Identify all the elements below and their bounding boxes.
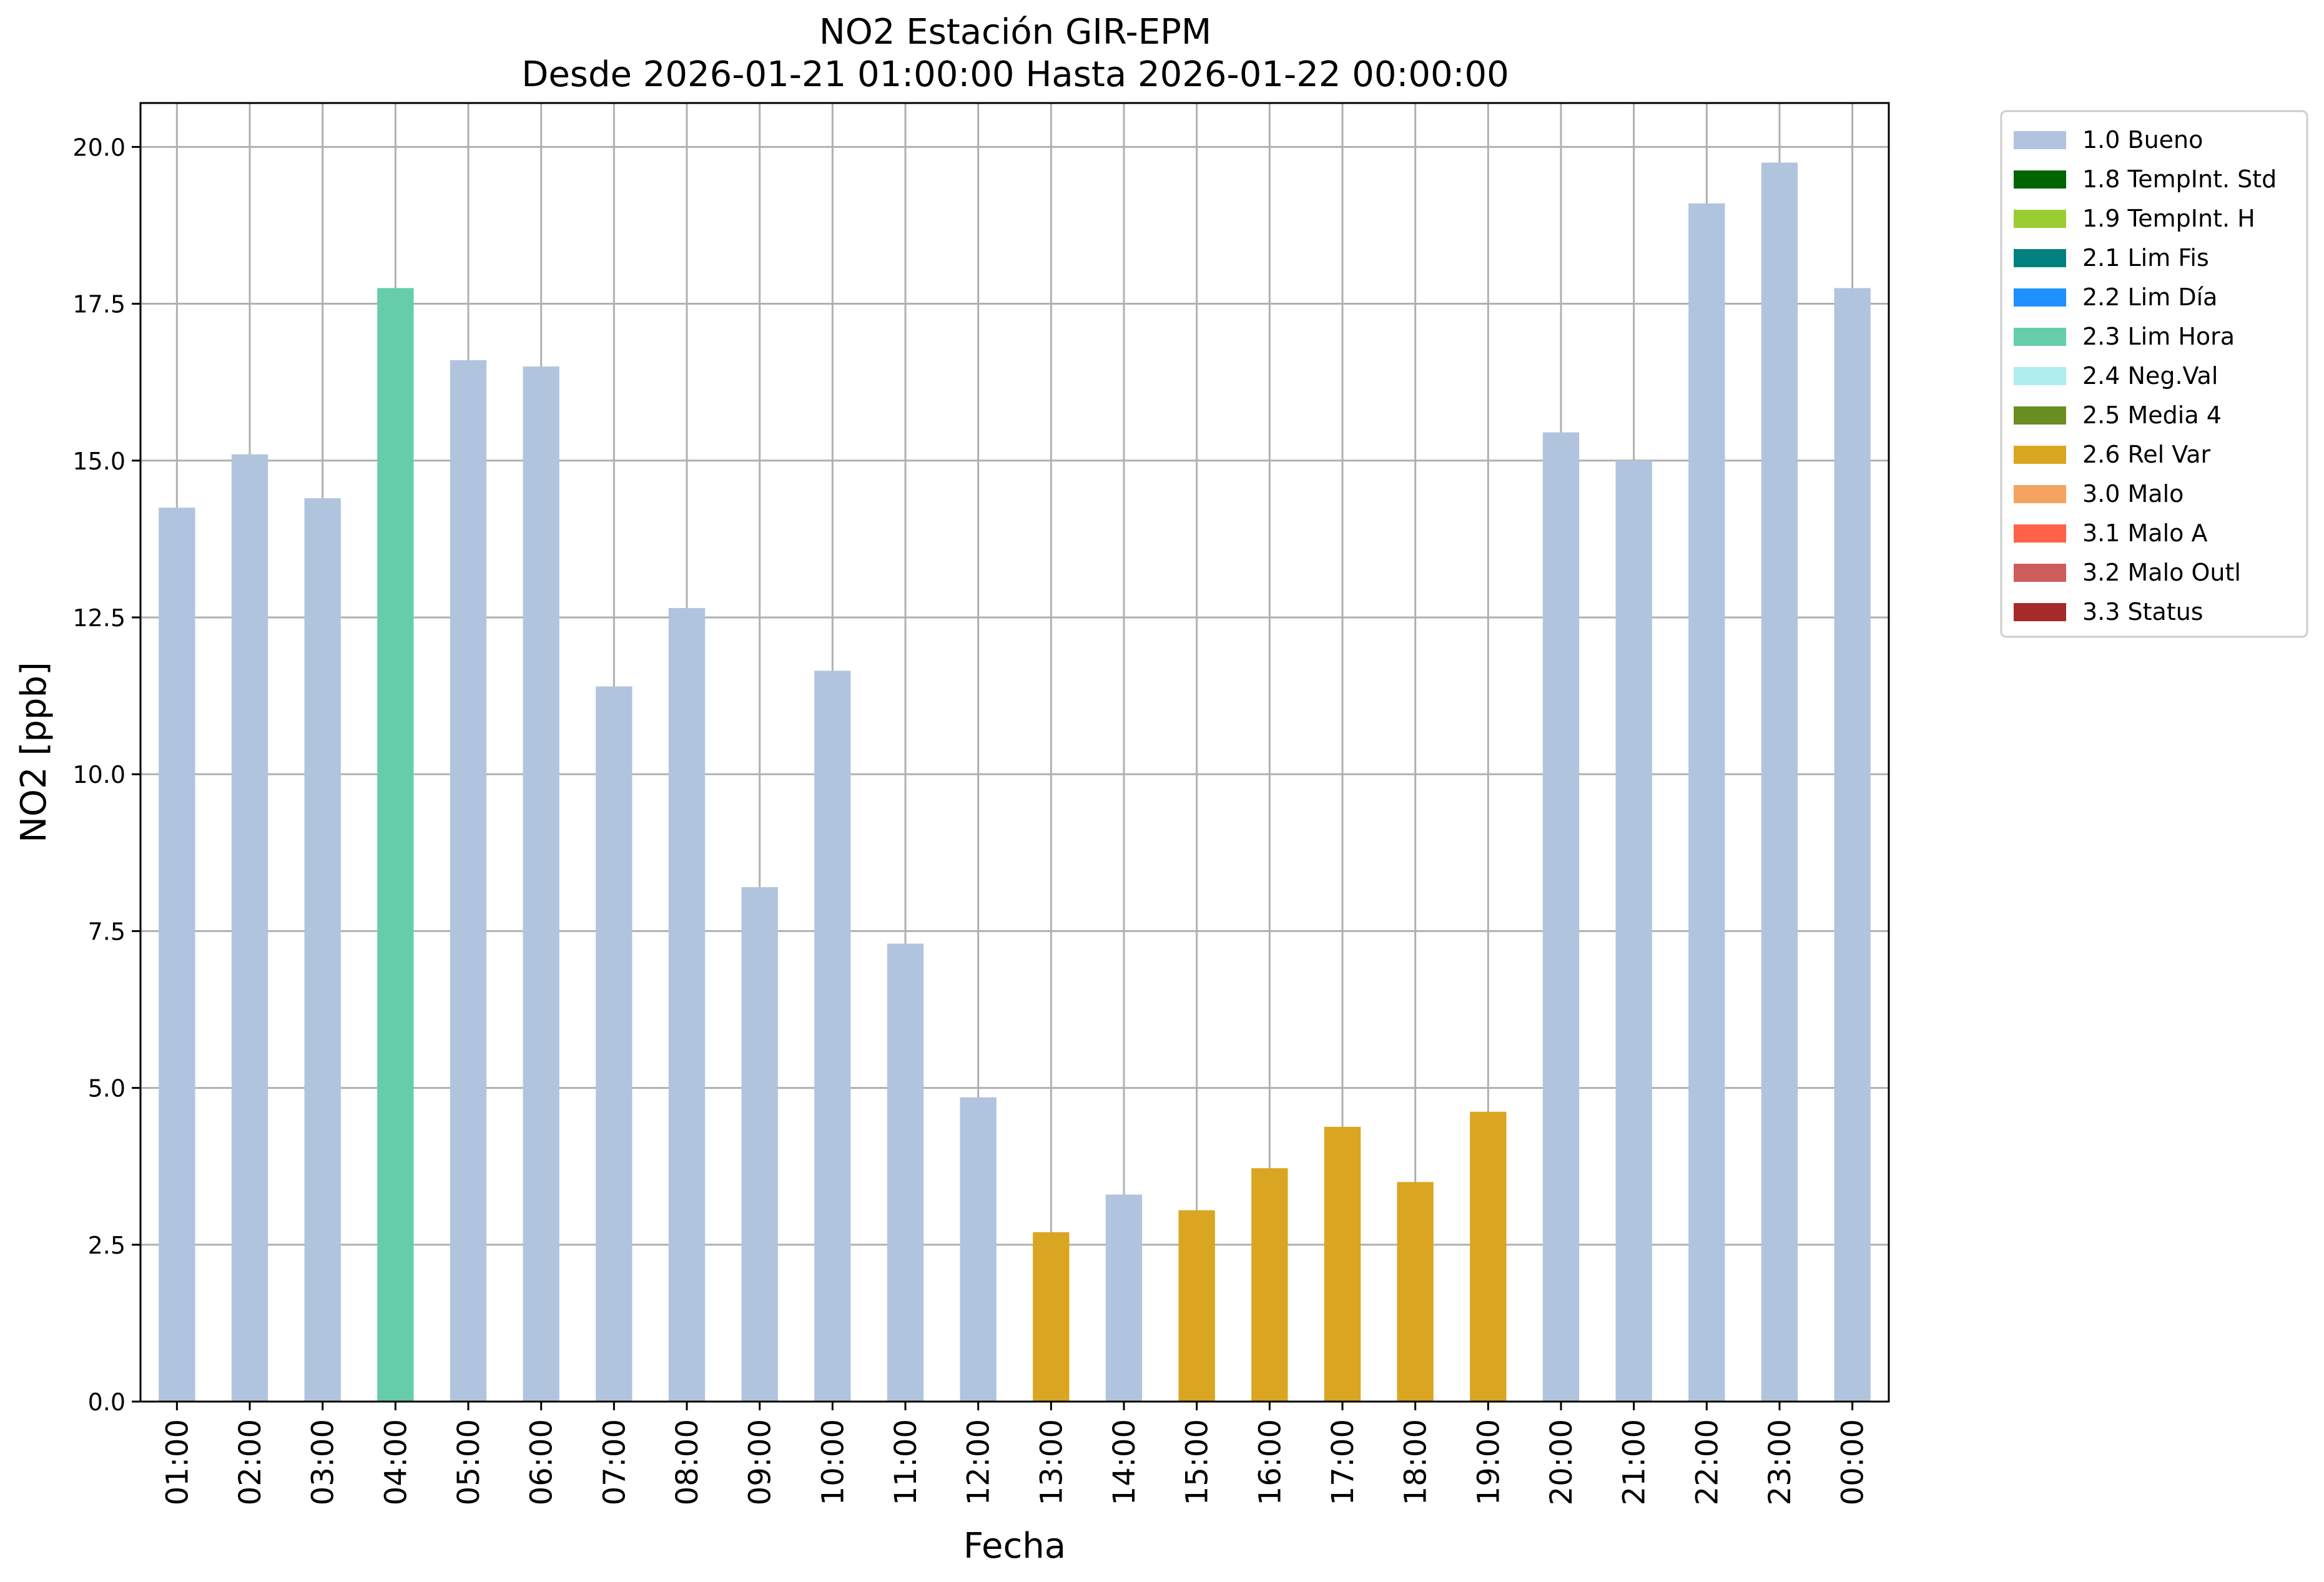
x-tick-label: 07:00 [597, 1419, 632, 1505]
x-tick-label: 21:00 [1617, 1419, 1652, 1505]
x-tick-label: 23:00 [1763, 1419, 1798, 1505]
y-tick-label: 2.5 [88, 1232, 126, 1259]
legend-label: 3.0 Malo [2082, 480, 2184, 508]
legend-swatch [2014, 524, 2066, 543]
x-tick-label: 15:00 [1180, 1419, 1215, 1505]
legend-label: 3.1 Malo A [2082, 519, 2207, 547]
bar [1615, 460, 1652, 1402]
legend-swatch [2014, 564, 2066, 582]
x-tick-label: 18:00 [1399, 1419, 1434, 1505]
legend-swatch [2014, 249, 2066, 267]
bar [1834, 288, 1871, 1402]
bar [1688, 203, 1725, 1402]
x-tick-label: 19:00 [1471, 1419, 1506, 1505]
legend-swatch [2014, 446, 2066, 464]
legend-swatch [2014, 603, 2066, 621]
bar [231, 454, 268, 1402]
x-tick-label: 06:00 [524, 1419, 559, 1505]
y-tick-label: 10.0 [72, 761, 126, 789]
y-axis-label: NO2 [ppb] [14, 662, 54, 843]
x-tick-label: 11:00 [889, 1419, 923, 1505]
legend-swatch [2014, 170, 2066, 189]
legend-label: 1.9 TempInt. H [2082, 205, 2255, 232]
y-tick-label: 7.5 [88, 918, 126, 945]
bar [1397, 1182, 1434, 1402]
legend-swatch [2014, 131, 2066, 149]
legend-label: 2.2 Lim Día [2082, 283, 2217, 311]
y-axis: 0.0 2.5 5.0 7.5 10.0 12.5 15.0 17.5 20.0 [72, 134, 140, 1416]
legend-label: 3.2 Malo Outl [2082, 559, 2241, 586]
x-tick-label: 03:00 [306, 1419, 341, 1505]
bar [1178, 1210, 1215, 1402]
chart-subtitle: Desde 2026-01-21 01:00:00 Hasta 2026-01-… [521, 54, 1509, 95]
y-tick-label: 5.0 [88, 1075, 126, 1103]
bar [668, 607, 706, 1402]
bar [814, 671, 851, 1402]
legend-swatch [2014, 210, 2066, 228]
bar [1251, 1168, 1288, 1402]
legend: 1.0 Bueno 1.8 TempInt. Std 1.9 TempInt. H 2… [2000, 110, 2308, 638]
legend-label: 2.4 Neg.Val [2082, 362, 2218, 390]
bar [1324, 1126, 1361, 1402]
x-tick-label: 09:00 [743, 1419, 778, 1505]
legend-label: 1.8 TempInt. Std [2082, 165, 2277, 193]
plot-area [139, 102, 1890, 1403]
y-tick-label: 20.0 [72, 134, 126, 161]
y-tick-label: 17.5 [72, 291, 126, 318]
bar [1105, 1194, 1143, 1402]
x-tick-label: 13:00 [1034, 1419, 1069, 1505]
legend-label: 2.1 Lim Fis [2082, 244, 2209, 272]
legend-swatch [2014, 485, 2066, 503]
legend-label: 2.5 Media 4 [2082, 401, 2222, 429]
legend-label: 3.3 Status [2082, 598, 2203, 626]
legend-swatch [2014, 328, 2066, 346]
x-tick-label: 20:00 [1544, 1419, 1579, 1505]
legend-swatch [2014, 406, 2066, 425]
legend-box [2000, 110, 2308, 638]
x-axis-label: Fecha [963, 1526, 1066, 1566]
bar [741, 887, 778, 1402]
bar [523, 366, 559, 1402]
bar [1470, 1111, 1507, 1402]
y-tick-label: 12.5 [72, 604, 126, 632]
bar [1761, 162, 1798, 1402]
x-tick-label: 12:00 [962, 1419, 997, 1505]
bar [887, 943, 924, 1402]
legend-swatch [2014, 367, 2066, 385]
bar [596, 686, 633, 1402]
x-axis: 01:00 02:00 03:00 04:00 05:00 06:00 07:00 08:00… [160, 1402, 1871, 1505]
bar [960, 1097, 997, 1402]
bar [377, 288, 414, 1402]
bar [1033, 1232, 1070, 1402]
x-tick-label: 01:00 [160, 1419, 195, 1505]
bars [159, 162, 1871, 1402]
legend-label: 2.3 Lim Hora [2082, 323, 2235, 350]
y-tick-label: 0.0 [88, 1388, 126, 1416]
legend-label: 1.0 Bueno [2082, 126, 2203, 154]
x-tick-label: 05:00 [451, 1419, 486, 1505]
x-tick-label: 02:00 [233, 1419, 268, 1505]
bar [159, 508, 195, 1402]
y-tick-label: 15.0 [72, 448, 126, 475]
bar [304, 498, 341, 1402]
x-tick-label: 10:00 [815, 1419, 850, 1505]
x-tick-label: 17:00 [1326, 1419, 1361, 1505]
bar [450, 360, 487, 1402]
legend-swatch [2014, 288, 2066, 307]
chart-title: NO2 Estación GIR-EPM [819, 12, 1211, 52]
x-tick-label: 00:00 [1836, 1419, 1871, 1505]
x-tick-label: 22:00 [1690, 1419, 1725, 1505]
x-tick-label: 04:00 [378, 1419, 413, 1505]
x-tick-label: 16:00 [1253, 1419, 1288, 1505]
x-tick-label: 14:00 [1107, 1419, 1142, 1505]
legend-label: 2.6 Rel Var [2082, 441, 2211, 468]
bar [1542, 432, 1580, 1402]
x-tick-label: 08:00 [670, 1419, 705, 1505]
